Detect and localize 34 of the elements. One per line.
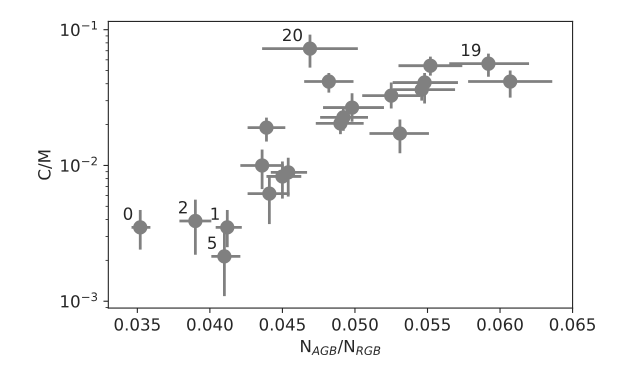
point: [259, 120, 274, 135]
annotation: 0: [124, 207, 132, 220]
y-tick-label: 10$^{−1}$: [61, 21, 97, 36]
annotation: 2: [179, 200, 187, 214]
x-tick-label: 0.065: [550, 318, 595, 331]
point: [220, 220, 234, 234]
annotation: 5: [208, 236, 216, 249]
y-tick-label: 10$^{−3}$: [61, 292, 98, 308]
point: [322, 74, 336, 89]
point: [503, 74, 518, 89]
x-tick-label: 0.045: [260, 318, 305, 331]
point: [188, 214, 202, 228]
annotation: 1: [212, 208, 219, 220]
point: [302, 42, 318, 56]
point: [481, 56, 496, 71]
y-axis-title: C/M: [38, 150, 52, 180]
x-tick-label: 0.035: [114, 318, 160, 331]
point: [414, 82, 429, 97]
x-tick-label: 0.060: [477, 318, 523, 331]
x-tick-label: 0.040: [187, 318, 233, 331]
x-axis-title: N$_{AGB}$/N$_{RGB}$: [301, 340, 380, 356]
point: [254, 158, 270, 173]
annotation: 19: [462, 44, 480, 56]
point: [133, 220, 148, 234]
point: [344, 100, 360, 115]
point: [384, 88, 398, 103]
point: [217, 249, 232, 264]
annotation: 20: [283, 28, 302, 42]
x-tick-label: 0.055: [404, 318, 450, 331]
x-tick-label: 0.050: [332, 318, 378, 331]
point: [423, 58, 438, 73]
y-tick-label: 10$^{−2}$: [61, 156, 97, 172]
point: [392, 126, 408, 141]
point: [262, 186, 276, 201]
